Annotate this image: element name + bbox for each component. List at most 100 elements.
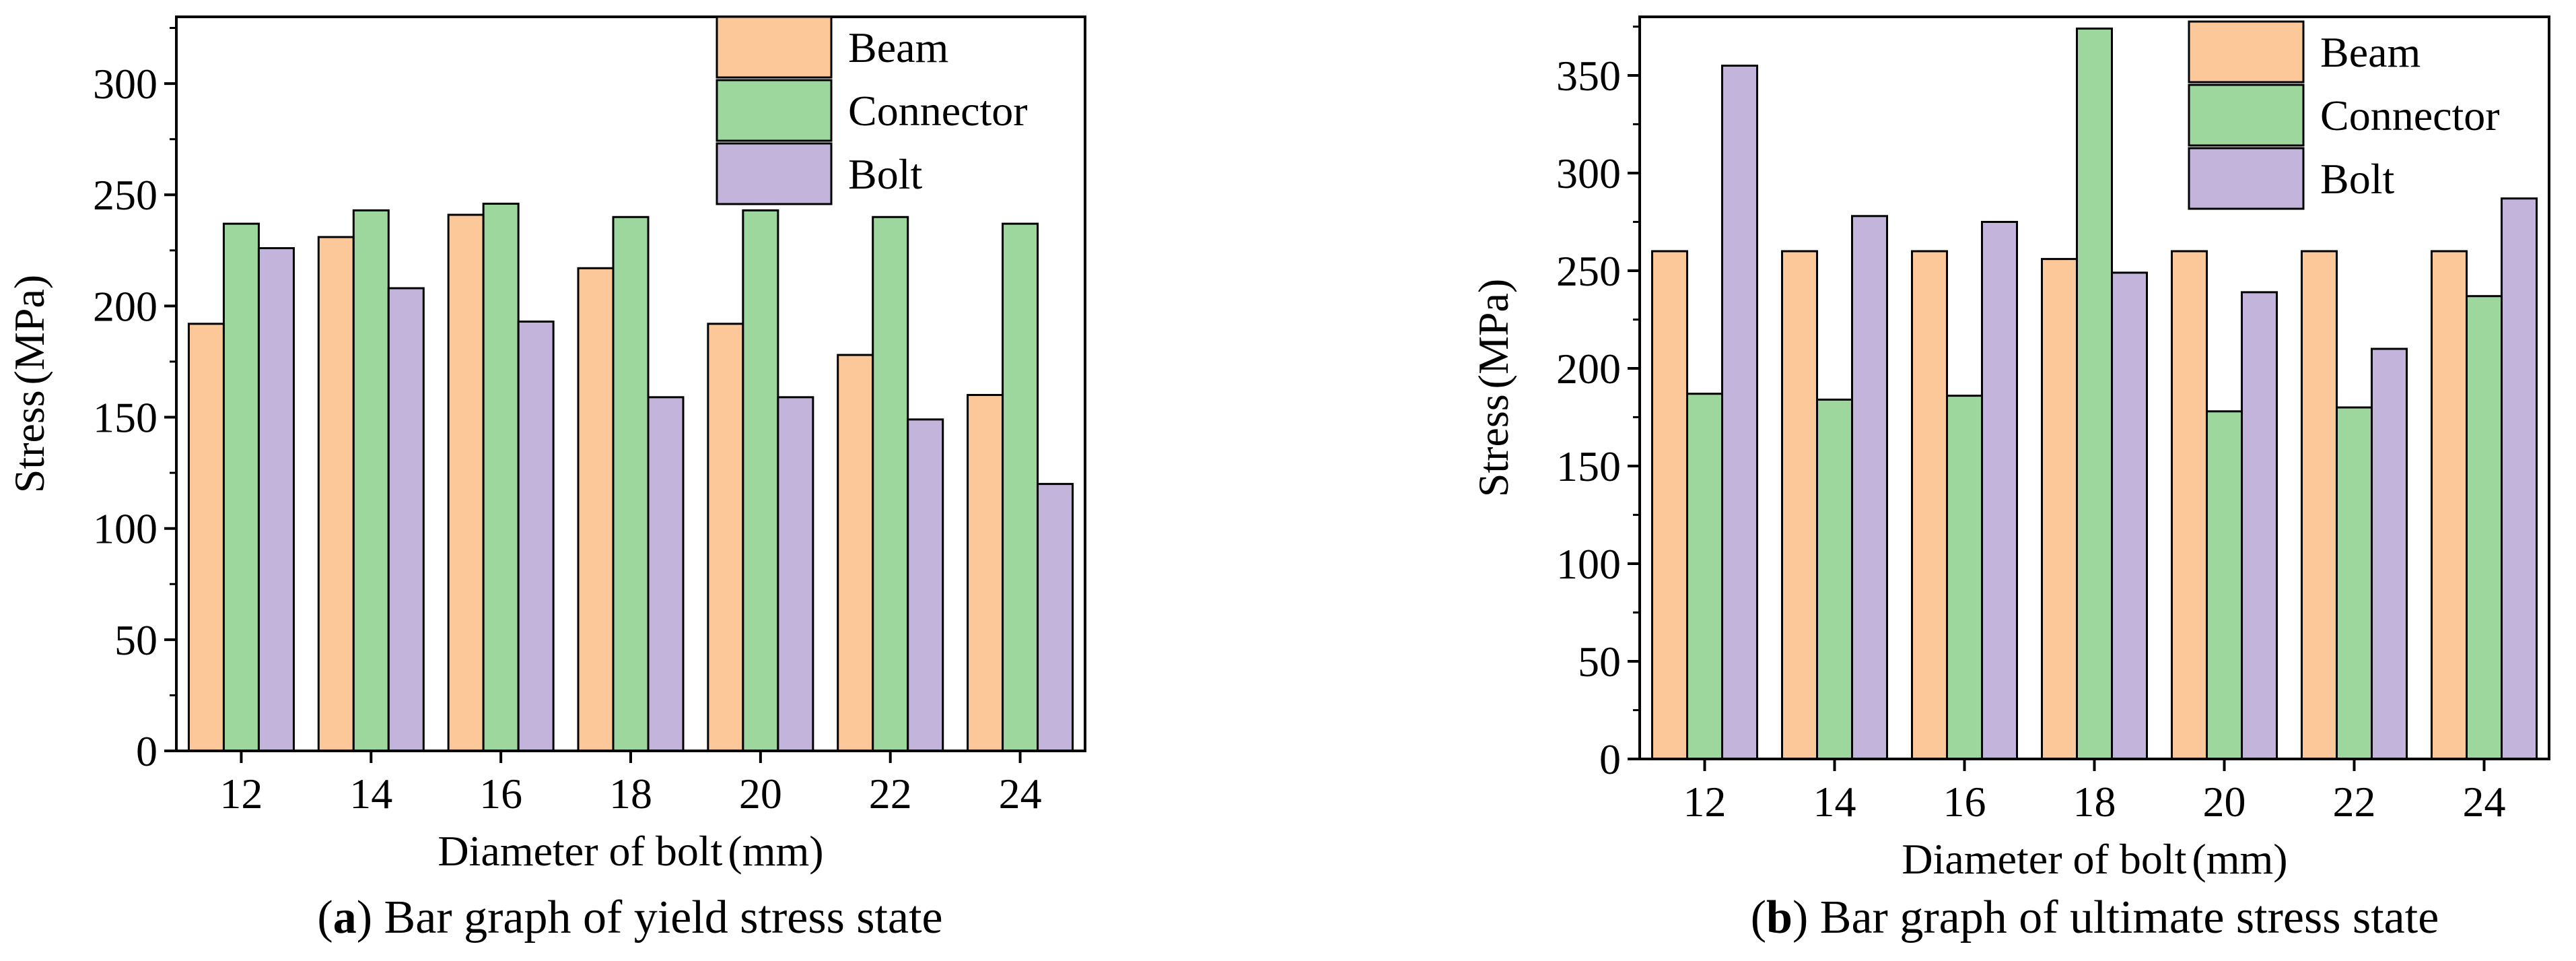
legend: Beam Connector Bolt <box>2188 20 2500 210</box>
y-axis-label: Stress <box>1469 394 1517 497</box>
y-tick-label: 150 <box>1556 442 1621 490</box>
legend-label-beam: Beam <box>2320 28 2421 76</box>
y-tick-label: 300 <box>1556 150 1621 197</box>
y-axis-unit: (MPa) <box>1469 279 1517 389</box>
x-tick-label: 14 <box>1813 778 1856 826</box>
legend-label-connector: Connector <box>848 87 1028 135</box>
chart-panel-a: 0 50 100 150 200 250 300 12 14 16 18 20 22 24 Diameter… <box>5 15 1086 943</box>
bar-beam-14 <box>1781 250 1818 760</box>
bar-beam-22 <box>2301 250 2338 760</box>
bar-bolt-14 <box>387 287 425 752</box>
legend-swatch-beam <box>2188 20 2305 84</box>
bar-connector-16 <box>1946 395 1983 760</box>
caption-paren-open: ( <box>317 892 333 943</box>
legend-swatch-bolt <box>716 142 833 205</box>
bar-connector-24 <box>1002 222 1039 752</box>
bar-connector-22 <box>2336 406 2373 760</box>
x-tick-label: 20 <box>2203 778 2246 826</box>
y-tick-label: 250 <box>93 171 158 219</box>
bar-beam-24 <box>2431 250 2468 760</box>
bar-bolt-22 <box>907 418 944 752</box>
x-axis-unit: (mm) <box>2192 835 2287 883</box>
x-tick-label: 18 <box>2073 778 2116 826</box>
x-axis-label: Diameter of bolt <box>1902 835 2186 883</box>
x-tick-label: 12 <box>1683 778 1727 826</box>
caption-letter: a <box>333 892 357 943</box>
x-tick-label: 24 <box>2463 778 2506 826</box>
panel-caption: (b) Bar graph of ultimate stress state <box>1751 892 2439 943</box>
y-tick-label: 200 <box>93 282 158 330</box>
y-tick-label: 0 <box>1599 735 1621 783</box>
bar-connector-14 <box>352 209 390 752</box>
panel-caption: (a) Bar graph of yield stress state <box>317 892 942 943</box>
legend-swatch-bolt <box>2188 147 2305 210</box>
chart-panel-b: 0 50 100 150 200 250 300 350 12 14 16 18 20 22 24 Diame… <box>1469 15 2550 943</box>
x-tick-label: 22 <box>869 770 912 818</box>
x-tick-label: 18 <box>609 770 652 818</box>
legend-label-bolt: Bolt <box>848 150 922 198</box>
bar-beam-20 <box>2171 250 2208 760</box>
y-tick-label: 350 <box>1556 52 1621 100</box>
caption-paren-close: ) <box>1792 892 1820 943</box>
x-tick-label: 22 <box>2333 778 2376 826</box>
x-axis-unit: (mm) <box>728 827 823 875</box>
bar-beam-16 <box>447 213 485 752</box>
x-tick-label: 16 <box>1943 778 1986 826</box>
legend-label-bolt: Bolt <box>2320 155 2394 203</box>
legend-label-beam: Beam <box>848 24 948 71</box>
bar-bolt-18 <box>647 396 685 752</box>
bar-beam-20 <box>707 323 744 752</box>
caption-paren-close: ) <box>357 892 384 943</box>
bar-connector-12 <box>1686 393 1723 760</box>
bar-beam-14 <box>317 236 355 752</box>
bar-connector-22 <box>872 216 909 752</box>
bar-bolt-20 <box>2241 291 2278 760</box>
x-tick-label: 24 <box>999 770 1042 818</box>
y-axis-unit: (MPa) <box>5 275 53 385</box>
bar-connector-18 <box>2076 27 2113 760</box>
x-tick-label: 16 <box>479 770 522 818</box>
bar-connector-12 <box>222 222 260 752</box>
caption-letter: b <box>1766 892 1792 943</box>
legend-swatch-connector <box>2188 84 2305 147</box>
bar-connector-14 <box>1816 398 1853 760</box>
bar-beam-18 <box>2041 258 2078 760</box>
bar-beam-12 <box>1651 250 1688 760</box>
bar-bolt-14 <box>1851 215 1888 760</box>
bar-connector-24 <box>2466 295 2503 760</box>
bar-connector-16 <box>482 202 520 752</box>
y-tick-label: 100 <box>93 505 158 553</box>
legend-label-connector: Connector <box>2320 92 2500 139</box>
x-tick-label: 12 <box>219 770 263 818</box>
bar-bolt-22 <box>2371 347 2408 760</box>
y-axis-title: Stress (MPa) <box>1469 279 1517 497</box>
x-tick-label: 14 <box>349 770 392 818</box>
bar-beam-22 <box>837 354 874 752</box>
y-tick-label: 150 <box>93 394 158 442</box>
bar-bolt-12 <box>1721 65 1758 760</box>
x-axis-title: Diameter of bolt (mm) <box>1902 835 2287 883</box>
y-tick-label: 300 <box>93 60 158 108</box>
caption-text: Bar graph of yield stress state <box>384 892 943 943</box>
legend: Beam Connector Bolt <box>716 15 1028 205</box>
y-tick-label: 50 <box>114 616 158 664</box>
bar-bolt-16 <box>517 321 555 752</box>
y-tick-label: 100 <box>1556 540 1621 588</box>
y-axis-title: Stress (MPa) <box>5 275 53 493</box>
bar-connector-18 <box>612 216 650 752</box>
x-axis-label: Diameter of bolt <box>438 827 722 875</box>
y-tick-label: 50 <box>1578 638 1621 686</box>
bar-bolt-12 <box>257 247 295 752</box>
y-axis-label: Stress <box>5 390 53 493</box>
legend-swatch-connector <box>716 79 833 142</box>
bar-bolt-20 <box>777 396 814 752</box>
bar-connector-20 <box>742 209 779 752</box>
bar-connector-20 <box>2206 410 2243 760</box>
bar-bolt-18 <box>2111 271 2148 760</box>
bar-beam-16 <box>1911 250 1948 760</box>
x-axis-title: Diameter of bolt (mm) <box>438 827 823 875</box>
y-tick-label: 250 <box>1556 247 1621 295</box>
x-tick-label: 20 <box>739 770 782 818</box>
bar-beam-18 <box>577 267 615 752</box>
